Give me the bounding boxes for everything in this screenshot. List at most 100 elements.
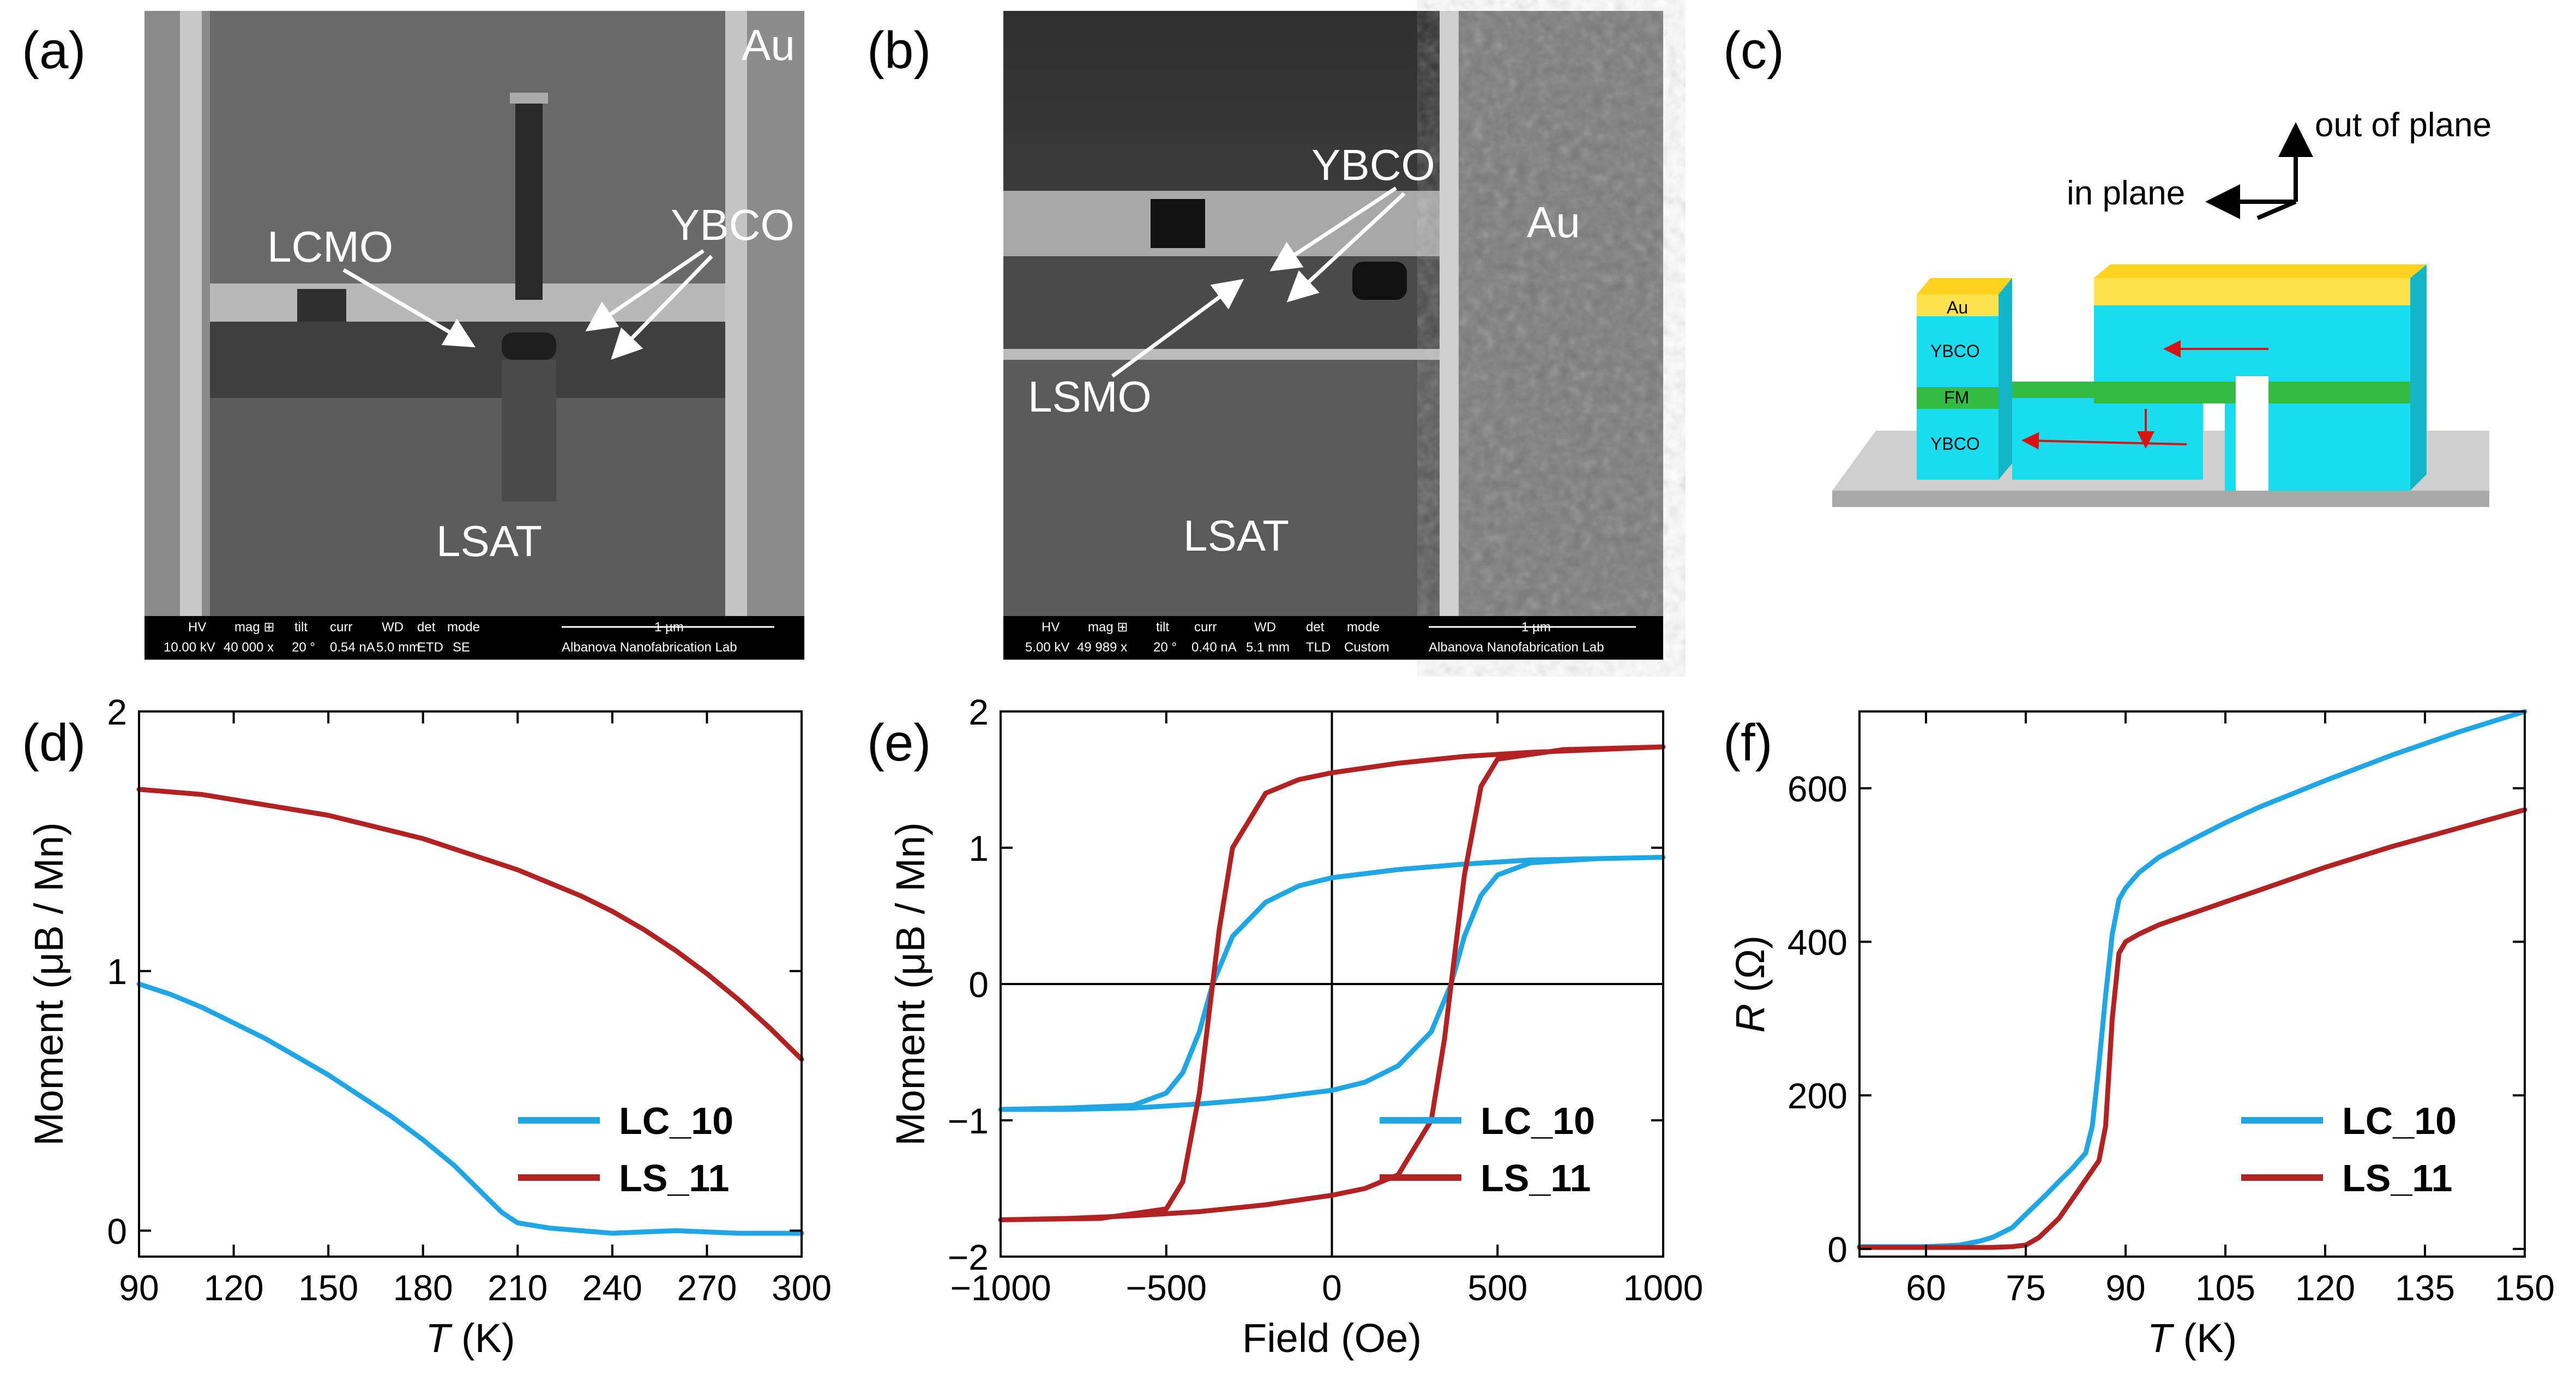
sem-b-val-curr: 0.40 nA (1191, 640, 1237, 655)
chart-d-xtick-label: 240 (582, 1268, 642, 1308)
panel-label-b: (b) (867, 21, 931, 80)
sem-b-val-mode: Custom (1344, 640, 1389, 655)
left-side (1999, 278, 2012, 480)
chart-d: 90 120 150 180 210 240 270 300 0 1 2 T (K) Moment (μ… (26, 692, 832, 1361)
sem-a-val-curr: 0.54 nA (330, 640, 375, 655)
layer-label-fm: FM (1944, 388, 1969, 407)
chart-d-ytick-label: 2 (107, 692, 127, 732)
panel-label-d: (d) (22, 714, 86, 772)
sem-b-databar-values: 5.00 kV 49 989 x 20 ° 0.40 nA 5.1 mm TLD… (1025, 640, 1389, 655)
sem-b-arrow-ybco-1 (1269, 186, 1397, 271)
chart-d-xtick-label: 210 (487, 1268, 547, 1308)
device-schematic: out of plane in plane Au YBCO (1832, 106, 2491, 507)
sem-b-label-au: Au (1527, 198, 1580, 246)
right-block (2094, 264, 2427, 491)
sem-a-hdr-hv: HV (188, 620, 206, 635)
sem-b-bridge-hole (1352, 262, 1407, 300)
axis-depth-line (2256, 200, 2297, 220)
sem-a-bridge-hole (502, 333, 556, 360)
sem-a-film-shadow (210, 322, 725, 398)
sem-b-val-wd: 5.1 mm (1246, 640, 1290, 655)
sem-b-hdr-det: det (1306, 620, 1325, 635)
sem-b-val-tilt: 20 ° (1153, 640, 1177, 655)
right-ybco-top-face (2094, 305, 2410, 382)
chart-f-xtick-label: 75 (2006, 1268, 2045, 1308)
chart-f-xtick-label: 120 (2295, 1268, 2355, 1308)
chart-d-ylabel: Moment (μB / Mn) (26, 822, 71, 1146)
sem-b-au-wall-edge (1440, 11, 1459, 616)
chart-f-xtick-label: 150 (2495, 1268, 2555, 1308)
sem-b-databar (1003, 616, 1663, 660)
chart-d-xtick-label: 120 (204, 1268, 264, 1308)
sem-a-val-hv: 10.00 kV (164, 640, 215, 655)
chart-f-series-lc-10 (1857, 709, 2527, 1250)
sem-image-a: Au LCMO YBCO LSAT HV mag ⊞ tilt curr WD … (145, 11, 804, 660)
layer-label-ybco-top: YBCO (1930, 341, 1980, 361)
chart-d-xtick-label: 150 (298, 1268, 358, 1308)
sem-b-film-top (1003, 191, 1450, 256)
sem-b-arrow-lsmo (1111, 279, 1244, 378)
chart-e-ytick-label: 0 (968, 964, 989, 1005)
chart-d-series-lc-10 (136, 981, 804, 1236)
sem-b-lab: Albanova Nanofabrication Lab (1429, 640, 1604, 655)
current-arrow-bottom (2021, 432, 2187, 450)
chart-f: 60 75 90 105 120 135 150 0 200 400 600 T (K) R (Ω) LC… (1728, 709, 2555, 1361)
chart-f-ytick-label: 0 (1827, 1229, 1847, 1270)
chart-d-xtick-label: 180 (393, 1268, 453, 1308)
sem-a-arrow-ybco-1 (585, 249, 705, 331)
left-au-top (1917, 278, 2012, 294)
axis-out-of-plane-label: out of plane (2315, 106, 2491, 144)
chart-e-xtick-label: 1000 (1623, 1268, 1704, 1308)
layer-label-au: Au (1947, 298, 1968, 317)
chart-e-legend-label: LS_11 (1480, 1157, 1591, 1199)
sem-a-databar-headers: HV mag ⊞ tilt curr WD det mode (188, 620, 480, 635)
sem-b-hdr-curr: curr (1194, 620, 1217, 635)
sem-a-hdr-curr: curr (330, 620, 352, 635)
sem-a-val-det: ETD (417, 640, 443, 655)
chart-f-xtick-label: 60 (1906, 1268, 1946, 1308)
chart-f-legend-label: LS_11 (2342, 1157, 2452, 1199)
sem-a-val-mag: 40 000 x (224, 640, 274, 655)
chart-d-frame (138, 710, 803, 1258)
left-ybco-bottom-face (1917, 409, 1999, 480)
right-side (2410, 264, 2427, 491)
sem-a-notch (297, 289, 346, 322)
chart-d-xtick-label: 300 (772, 1268, 832, 1308)
sem-a-bridge-shadow (502, 360, 556, 502)
sem-b-hdr-mag: mag ⊞ (1088, 620, 1128, 635)
right-au-top (2094, 264, 2427, 278)
sem-a-databar-values: 10.00 kV 40 000 x 20 ° 0.54 nA 5.0 mm ET… (164, 640, 470, 655)
chart-f-ytick-label: 600 (1787, 769, 1847, 809)
left-au-face (1917, 294, 1999, 316)
axis-in-plane-label: in plane (2067, 174, 2185, 212)
chart-e-ytick-label: 2 (968, 692, 989, 732)
sem-a-val-tilt: 20 ° (292, 640, 315, 655)
left-pillar (1917, 278, 2012, 480)
chart-f-xtick-label: 105 (2195, 1268, 2255, 1308)
chart-d-series-ls-11 (136, 787, 804, 1062)
chart-d-ytick-label: 1 (107, 951, 127, 992)
chart-f-xtick-label: 135 (2395, 1268, 2455, 1308)
sem-a-label-ybco: YBCO (671, 201, 795, 249)
sem-a-label-au: Au (742, 21, 795, 69)
sem-b-substrate (1003, 360, 1450, 616)
chart-f-xlabel: T (K) (2147, 1315, 2237, 1361)
chart-e-ylabel: Moment (μB / Mn) (888, 822, 933, 1146)
panel-label-c: (c) (1723, 21, 1784, 80)
sem-a-val-mode: SE (453, 640, 470, 655)
right-gap (2236, 376, 2268, 491)
right-au-face (2094, 278, 2410, 305)
sem-b-label-ybco: YBCO (1311, 141, 1435, 189)
panel-label-f: (f) (1723, 714, 1773, 772)
sem-b-databar-headers: HV mag ⊞ tilt curr WD det mode (1042, 620, 1380, 635)
chart-f-ytick-label: 400 (1787, 922, 1847, 963)
chart-e-xlabel: Field (Oe) (1242, 1315, 1422, 1361)
substrate-front (1832, 491, 2489, 507)
sem-a-val-wd: 5.0 mm (376, 640, 420, 655)
sem-b-hdr-mode: mode (1347, 620, 1380, 635)
sem-b-val-mag: 49 989 x (1077, 640, 1127, 655)
sem-b-arrow-ybco-2 (1286, 192, 1406, 303)
left-fm-face (1917, 387, 1999, 409)
chart-e-xtick-label: −500 (1126, 1268, 1207, 1308)
